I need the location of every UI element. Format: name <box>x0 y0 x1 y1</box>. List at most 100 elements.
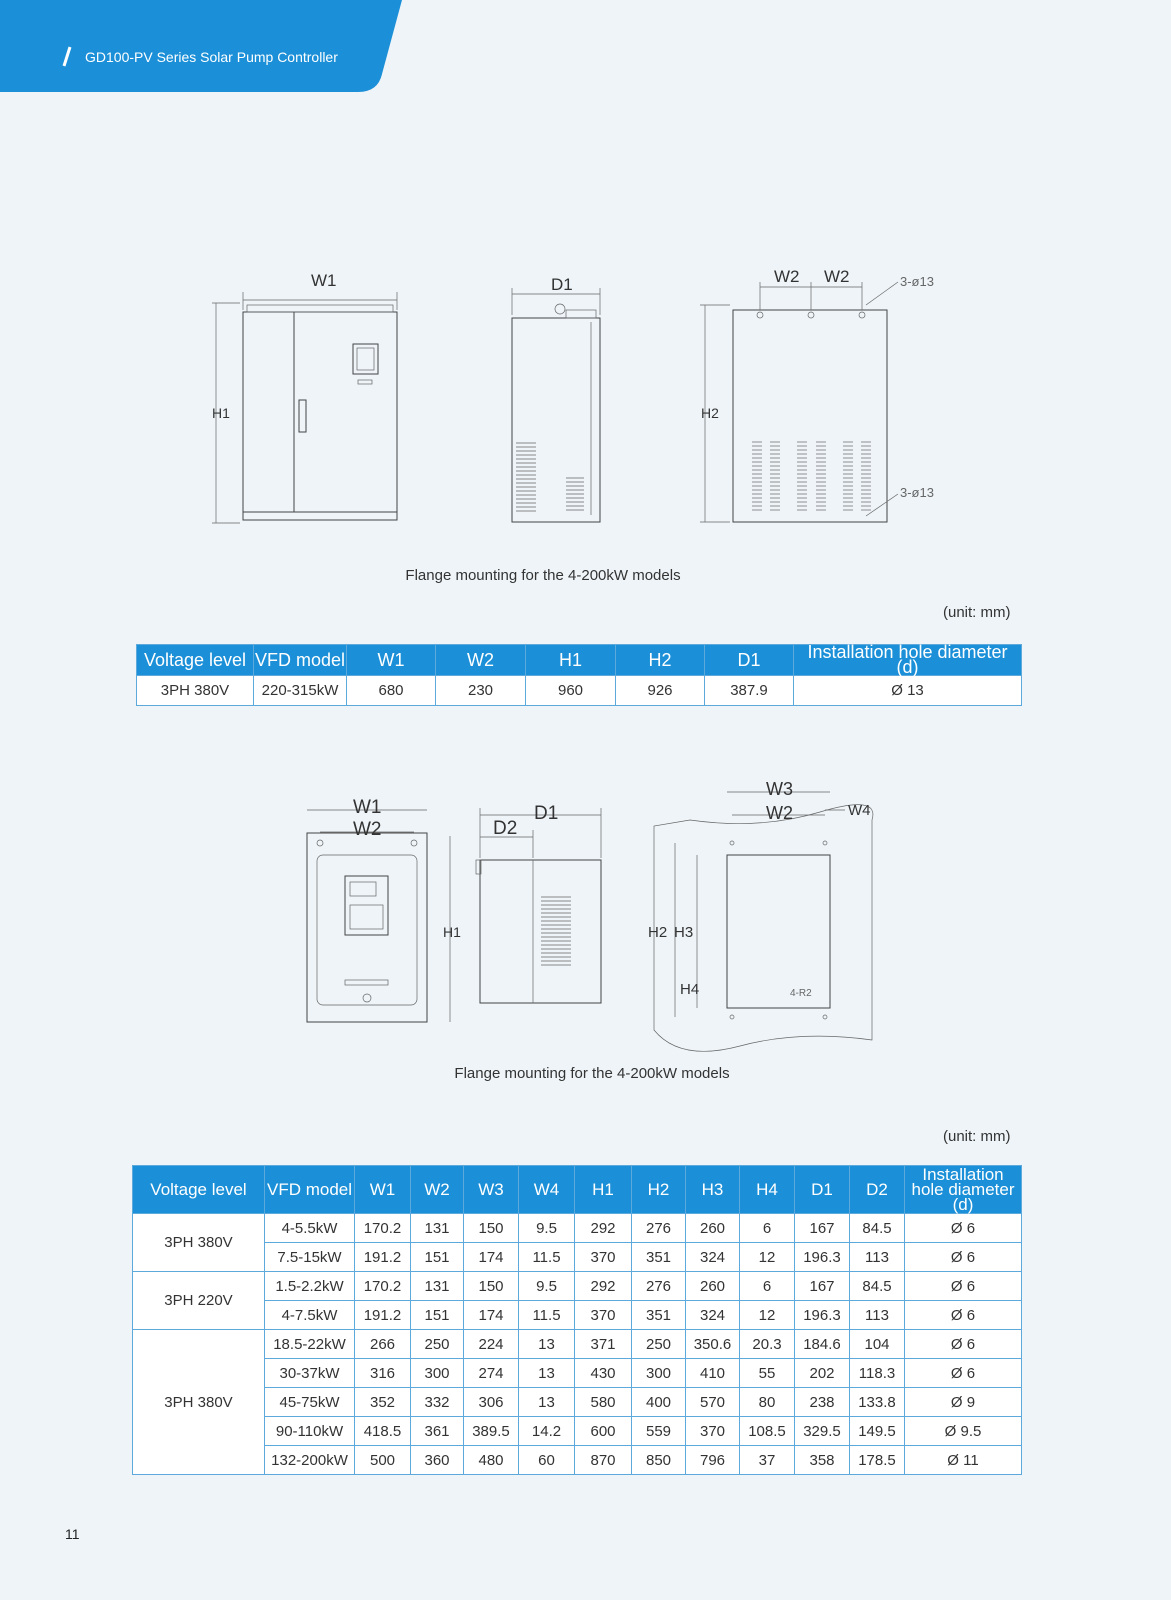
table-cell: 324 <box>685 1300 740 1330</box>
table-cell: 191.2 <box>354 1242 411 1272</box>
header-cell: H4 <box>739 1165 795 1214</box>
header-cell: W2 <box>435 644 526 676</box>
table-cell: 6 <box>739 1213 795 1243</box>
table-cell: 151 <box>410 1242 464 1272</box>
table-cell: 360 <box>410 1445 464 1475</box>
table-cell: 30-37kW <box>264 1358 355 1388</box>
header-cell: D1 <box>794 1165 850 1214</box>
table-cell: 174 <box>463 1242 519 1272</box>
table-cell: 926 <box>615 675 705 706</box>
table-cell: 3PH 380V <box>136 675 254 706</box>
table-cell: 18.5-22kW <box>264 1329 355 1359</box>
dimension-label: W1 <box>353 797 382 818</box>
table-row: Voltage level VFD model W1 W2 H1 H2 D1 Installa… <box>136 643 1022 676</box>
table-row: 3PH 380V 4-5.5kW 170.2 131 150 9.5 292 276 260 6 1… <box>132 1213 1022 1272</box>
table-row: Voltage level VFD model W1 W2 W3 W4 H1 H2 H3 H4 D1… <box>132 1165 1022 1214</box>
table-cell: 3PH 380V <box>132 1329 265 1475</box>
table-cell: 370 <box>685 1416 740 1446</box>
table-cell: 387.9 <box>704 675 794 706</box>
table-row: 132-200kW 500 360 480 60 870 850 796 37 358 178.5 Ø… <box>133 1445 1022 1475</box>
hole-label: 3-ø13 <box>900 274 934 289</box>
header-cell: VFD model <box>253 644 347 676</box>
table-cell: 316 <box>354 1358 411 1388</box>
dimension-label: H1 <box>212 405 230 421</box>
table-cell: 11.5 <box>518 1300 575 1330</box>
table-cell: 292 <box>574 1271 632 1301</box>
header-cell: D1 <box>704 644 794 676</box>
unit-note: (unit: mm) <box>943 1128 1011 1145</box>
table-row: 4-7.5kW 191.2 151 174 11.5 370 351 324 12 196.3 11… <box>133 1300 1022 1330</box>
table-cell: 84.5 <box>849 1213 905 1243</box>
table-cell: Ø 6 <box>904 1213 1022 1243</box>
table-cell: Ø 6 <box>904 1242 1022 1272</box>
header-cell: W2 <box>410 1165 464 1214</box>
table-cell: 13 <box>518 1387 575 1417</box>
header-cell: H3 <box>685 1165 740 1214</box>
table-cell: 361 <box>410 1416 464 1446</box>
header-cell: Voltage level <box>136 644 254 676</box>
table-cell: 3PH 380V <box>132 1213 265 1272</box>
table-cell: 266 <box>354 1329 411 1359</box>
table-cell: 370 <box>574 1300 632 1330</box>
dimension-label: D1 <box>534 803 558 824</box>
table-cell: 224 <box>463 1329 519 1359</box>
unit-note: (unit: mm) <box>943 604 1011 621</box>
table-cell: Ø 9 <box>904 1387 1022 1417</box>
table-cell: Ø 6 <box>904 1329 1022 1359</box>
hole-label: 3-ø13 <box>900 485 934 500</box>
table-cell: 274 <box>463 1358 519 1388</box>
dimension-label: H3 <box>674 924 693 941</box>
header-cell: W3 <box>463 1165 519 1214</box>
table-cell: 300 <box>631 1358 686 1388</box>
table-cell: 80 <box>739 1387 795 1417</box>
table-cell: 220-315kW <box>253 675 347 706</box>
header-cell: Installation hole diameter (d) <box>904 1165 1022 1214</box>
dimension-label: H2 <box>648 924 667 941</box>
table-cell: 371 <box>574 1329 632 1359</box>
table-cell: 170.2 <box>354 1213 411 1243</box>
header-cell: H2 <box>631 1165 686 1214</box>
dimension-label: W2 <box>774 267 800 286</box>
table-cell: 11.5 <box>518 1242 575 1272</box>
table-1: Voltage level VFD model W1 W2 H1 H2 D1 Installa… <box>136 643 1022 706</box>
header-cell: W1 <box>346 644 436 676</box>
table-cell: 351 <box>631 1300 686 1330</box>
table-cell: 250 <box>410 1329 464 1359</box>
dimension-label: D1 <box>551 275 573 294</box>
table-row: 3PH 380V 18.5-22kW 266 250 224 13 371 250 350.6 2… <box>132 1329 1022 1475</box>
table-cell: 150 <box>463 1271 519 1301</box>
table-cell: 332 <box>410 1387 464 1417</box>
table-cell: 351 <box>631 1242 686 1272</box>
vent-group <box>752 441 871 511</box>
table-cell: 559 <box>631 1416 686 1446</box>
table-cell: 300 <box>410 1358 464 1388</box>
table-cell: 131 <box>410 1213 464 1243</box>
table-cell: 9.5 <box>518 1213 575 1243</box>
header-cell: D2 <box>849 1165 905 1214</box>
diagram-1: W1 H1 D1 W2 W2 3-ø13 H2 3-ø13 <box>212 267 934 524</box>
table-cell: 430 <box>574 1358 632 1388</box>
table-cell: 600 <box>574 1416 632 1446</box>
table-cell: 37 <box>739 1445 795 1475</box>
table-cell: 202 <box>794 1358 850 1388</box>
table-cell: 329.5 <box>794 1416 850 1446</box>
table-cell: 870 <box>574 1445 632 1475</box>
table-cell: 500 <box>354 1445 411 1475</box>
table-cell: 400 <box>631 1387 686 1417</box>
table-cell: 167 <box>794 1213 850 1243</box>
table-cell: 238 <box>794 1387 850 1417</box>
table-cell: 960 <box>525 675 616 706</box>
header-cell: H1 <box>574 1165 632 1214</box>
table-cell: Ø 6 <box>904 1300 1022 1330</box>
table-cell: 104 <box>849 1329 905 1359</box>
table-cell: Ø 6 <box>904 1271 1022 1301</box>
table-cell: 389.5 <box>463 1416 519 1446</box>
dimension-label: W1 <box>311 271 337 290</box>
table-cell: 118.3 <box>849 1358 905 1388</box>
table-cell: 9.5 <box>518 1271 575 1301</box>
table-cell: 358 <box>794 1445 850 1475</box>
table-row: 3PH 220V 1.5-2.2kW 170.2 131 150 9.5 292 276 260… <box>132 1271 1022 1330</box>
table-row: 3PH 380V 220-315kW 680 230 960 926 387.9 Ø 13 <box>136 675 1022 706</box>
table-cell: 20.3 <box>739 1329 795 1359</box>
